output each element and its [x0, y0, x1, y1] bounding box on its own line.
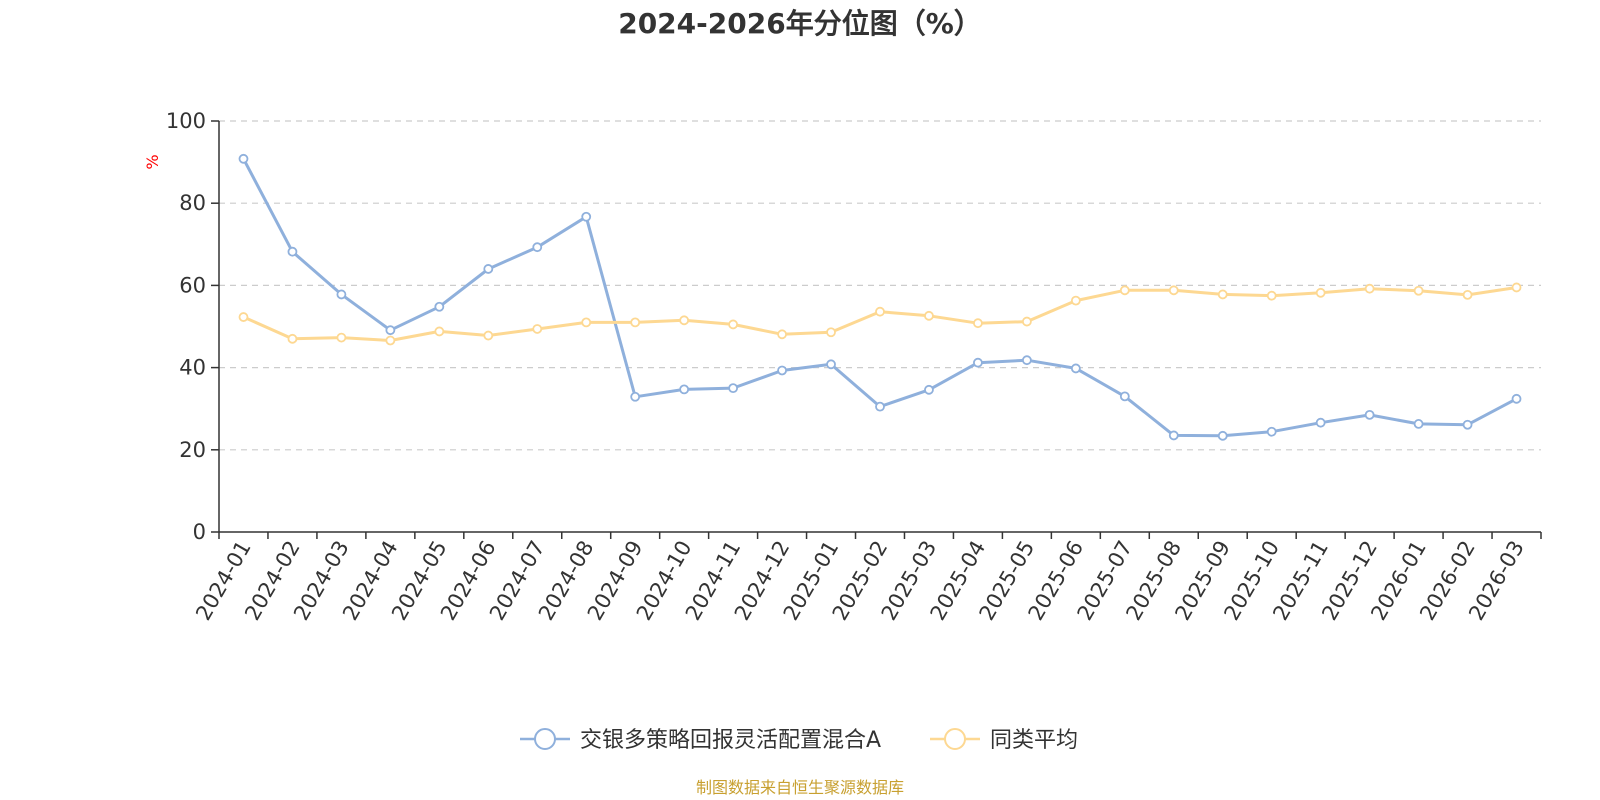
data-point: [1364, 409, 1375, 420]
data-point: [1217, 430, 1228, 441]
y-tick-label: 100: [166, 109, 206, 133]
data-point: [728, 383, 739, 394]
data-point: [1021, 355, 1032, 366]
data-point: [728, 319, 739, 330]
data-point: [434, 301, 445, 312]
data-point: [1070, 363, 1081, 374]
data-point: [532, 242, 543, 253]
legend-item-1: 交银多策略回报灵活配置混合A: [520, 728, 881, 753]
data-point: [630, 391, 641, 402]
data-point: [924, 384, 934, 395]
data-point: [1364, 283, 1375, 294]
data-point: [1070, 295, 1081, 306]
data-point: [483, 330, 494, 341]
data-point: [336, 332, 347, 343]
data-point: [581, 211, 592, 222]
data-point: [287, 333, 298, 344]
data-point: [1217, 289, 1228, 300]
data-point: [1462, 289, 1473, 300]
data-point: [826, 327, 836, 338]
data-point: [434, 326, 445, 337]
data-point: [679, 315, 690, 326]
data-point: [1119, 391, 1130, 402]
data-point: [875, 306, 885, 317]
legend: 交银多策略回报灵活配置混合A 同类平均: [520, 728, 1078, 753]
data-point: [973, 318, 983, 329]
legend-label: 交银多策略回报灵活配置混合A: [580, 728, 881, 753]
data-point: [483, 264, 494, 274]
data-point: [826, 359, 836, 370]
data-point: [238, 153, 249, 164]
data-point: [777, 329, 787, 340]
data-point: [385, 325, 396, 336]
data-point: [679, 384, 690, 395]
y-tick-label: 60: [179, 273, 206, 297]
data-point: [1266, 290, 1277, 301]
grid-lines: [219, 120, 1541, 451]
series-2: [238, 282, 1522, 346]
y-tick-label: 0: [193, 520, 206, 544]
data-point: [973, 357, 983, 368]
legend-marker: [944, 728, 966, 750]
data-point: [875, 401, 885, 412]
data-point: [777, 365, 787, 376]
source-note: 制图数据来自恒生聚源数据库: [696, 778, 904, 797]
y-tick-label: 80: [179, 191, 206, 215]
data-point: [1413, 285, 1424, 296]
data-point: [336, 289, 347, 300]
data-point: [1168, 430, 1179, 441]
data-point: [532, 324, 543, 334]
y-tick-label: 40: [179, 356, 206, 380]
data-point: [1462, 419, 1473, 430]
y-tick-label: 20: [179, 438, 206, 462]
axes: 0204060801002024-012024-022024-032024-04…: [166, 109, 1542, 624]
legend-marker: [534, 728, 556, 750]
data-point: [1315, 417, 1326, 428]
data-point: [238, 312, 249, 322]
data-point: [924, 310, 934, 321]
data-point: [1266, 426, 1277, 437]
data-point: [1119, 285, 1130, 296]
legend-label: 同类平均: [990, 728, 1078, 753]
series-1: [238, 153, 1522, 441]
data-point: [1511, 282, 1522, 293]
data-point: [287, 246, 298, 257]
legend-item-2: 同类平均: [930, 728, 1078, 753]
data-point: [630, 317, 641, 328]
data-point: [1511, 393, 1522, 404]
data-point: [385, 335, 396, 346]
data-point: [581, 317, 592, 328]
data-point: [1413, 419, 1424, 429]
chart-title: 2024-2026年分位图（%）: [618, 7, 982, 40]
data-point: [1021, 316, 1032, 327]
data-point: [1168, 285, 1179, 296]
y-axis-unit: %: [143, 154, 162, 169]
series-line: [242, 158, 1518, 438]
series-lines: [238, 153, 1522, 441]
data-point: [1315, 287, 1326, 298]
